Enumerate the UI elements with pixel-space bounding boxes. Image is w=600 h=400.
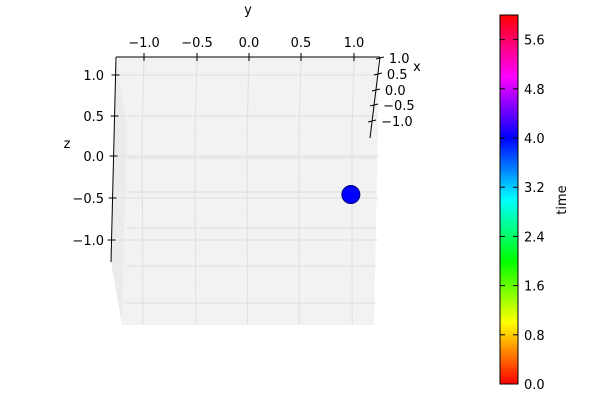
grid-line-y xyxy=(246,56,250,326)
colorbar xyxy=(499,14,519,385)
x-tick-mark xyxy=(375,56,384,60)
x-axis-line xyxy=(369,56,381,139)
x-tick-mark xyxy=(367,119,377,123)
grid-lines xyxy=(120,56,378,326)
y-tick-label: 0.5 xyxy=(291,36,312,51)
x-tick-label: 0.0 xyxy=(385,84,406,99)
colorbar-tick-label: 5.6 xyxy=(524,34,545,49)
z-tick-label: −0.5 xyxy=(72,192,104,207)
y-tick-label: −0.5 xyxy=(181,36,213,51)
z-axis-label: z xyxy=(64,137,71,152)
y-axis-label: y xyxy=(244,3,252,18)
data-point xyxy=(341,185,361,205)
x-tick-label: 0.5 xyxy=(387,68,408,83)
x-tick-mark xyxy=(369,103,379,107)
y-tick-group: −1.0 −0.5 0.0 0.5 1.0 xyxy=(128,36,364,61)
y-tick-label: 0.0 xyxy=(239,36,260,51)
z-tick-group: 1.0 0.5 0.0 −0.5 −1.0 xyxy=(72,69,120,249)
x-tick-group: 1.00.50.0−0.5−1.0 xyxy=(367,52,415,130)
floor-pane xyxy=(122,128,378,325)
z-tick-label: 0.5 xyxy=(83,110,104,125)
z-tick-label: 0.0 xyxy=(83,150,104,165)
y-tick-label: −1.0 xyxy=(128,36,160,51)
data-points xyxy=(341,185,361,205)
z-tick-label: −1.0 xyxy=(72,234,104,249)
colorbar-tick-label: 4.8 xyxy=(524,83,545,98)
z-axis-line xyxy=(110,56,117,263)
z-tick-label: 1.0 xyxy=(83,69,104,84)
colorbar-tick-label: 1.6 xyxy=(524,280,545,295)
y-tick-label: 1.0 xyxy=(344,36,365,51)
x-tick-mark xyxy=(371,88,381,92)
colorbar-tick-group: 0.0 0.8 1.6 2.4 3.2 4.0 4.8 5.6 xyxy=(500,34,545,393)
x-tick-label: 1.0 xyxy=(389,52,410,67)
x-tick-label: −0.5 xyxy=(383,99,415,114)
grid-line-y xyxy=(298,56,302,326)
colorbar-tick-label: 4.0 xyxy=(524,132,545,147)
colorbar-tick-label: 0.8 xyxy=(524,329,545,344)
x-tick-label: −1.0 xyxy=(381,115,413,130)
colorbar-tick-label: 3.2 xyxy=(524,181,545,196)
grid-line-y xyxy=(141,56,145,326)
x-axis-label: x xyxy=(413,60,421,75)
grid-line-y xyxy=(351,56,355,326)
x-tick-mark xyxy=(373,72,383,76)
colorbar-tick-label: 2.4 xyxy=(524,230,545,245)
side-pane xyxy=(111,57,127,325)
colorbar-tick-label: 0.0 xyxy=(524,378,545,393)
colorbar-label: time xyxy=(555,185,570,214)
grid-line-y xyxy=(194,56,198,326)
